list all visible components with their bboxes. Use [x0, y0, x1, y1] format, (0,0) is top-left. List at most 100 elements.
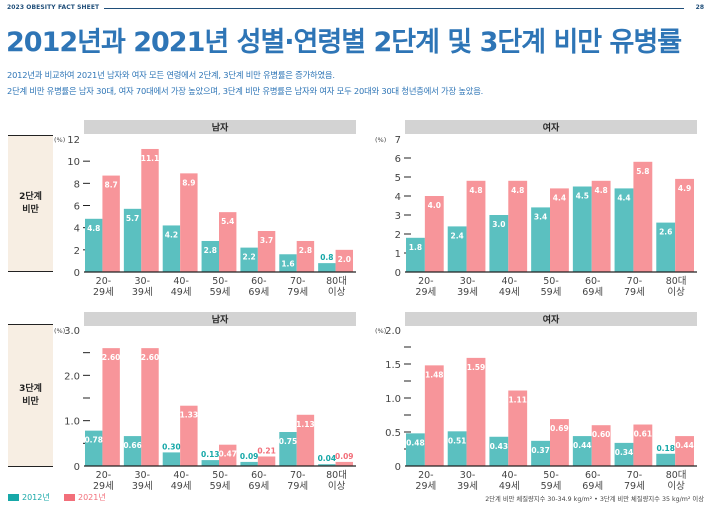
- data-label: 0.21: [257, 446, 276, 455]
- x-tick-label: 59세: [210, 481, 231, 492]
- legend-item-2021: 2021년: [64, 492, 106, 503]
- data-label: 0.66: [123, 441, 142, 450]
- x-tick-label: 60-: [251, 276, 267, 287]
- bar-2021: [219, 212, 237, 272]
- data-label: 0.44: [675, 441, 694, 450]
- data-label: 0.09: [240, 452, 259, 461]
- x-tick-label: 70-: [290, 276, 306, 287]
- data-label: 4.8: [469, 186, 482, 195]
- panel-title: 여자: [543, 122, 560, 134]
- y-tick-label: 3: [395, 211, 401, 222]
- page-number: 28: [695, 4, 704, 11]
- x-tick-label: 80대: [326, 470, 347, 481]
- bar-2021: [257, 230, 276, 272]
- y-tick-label: 10: [67, 157, 80, 168]
- data-label: 4.4: [617, 193, 630, 202]
- bar-2021: [633, 161, 653, 272]
- bar-2012: [531, 440, 550, 466]
- bar-2012: [406, 237, 425, 272]
- y-tick-label: 3.0: [64, 326, 80, 337]
- bar-2021: [257, 456, 276, 466]
- data-label: 3.7: [260, 236, 273, 245]
- y-tick-label: 12: [67, 135, 80, 146]
- data-label: 2.0: [338, 255, 351, 264]
- bar-2012: [531, 207, 550, 272]
- bar-2012: [240, 461, 258, 466]
- bar-2012: [240, 247, 258, 272]
- bar-2021: [102, 348, 120, 466]
- description-line-2: 2단계 비만 유병률은 남자 30대, 여자 70대에서 가장 높았으며, 3단…: [7, 86, 484, 96]
- x-tick-label: 이상: [667, 287, 685, 298]
- x-tick-label: 50-: [543, 470, 559, 481]
- x-tick-label: 49세: [499, 481, 520, 492]
- data-label: 1.6: [281, 259, 294, 268]
- data-label: 0.69: [550, 424, 569, 433]
- panel-header: [405, 312, 697, 326]
- y-tick-label: 0: [395, 268, 401, 279]
- data-label: 2.4: [450, 231, 463, 240]
- bar-2021: [296, 414, 315, 466]
- panel-title: 여자: [543, 314, 560, 326]
- bar-2021: [141, 148, 159, 272]
- data-label: 2.60: [141, 353, 160, 362]
- x-tick-label: 60-: [585, 470, 601, 481]
- y-tick-label: 2.0: [385, 326, 401, 337]
- panel-title: 남자: [212, 122, 229, 134]
- bar-2012: [406, 433, 425, 466]
- data-label: 0.34: [615, 448, 634, 457]
- x-tick-label: 39세: [132, 287, 153, 298]
- bar-2012: [201, 460, 219, 466]
- data-label: 4.5: [576, 192, 589, 201]
- bar-2021: [141, 348, 159, 466]
- x-tick-label: 59세: [210, 287, 231, 298]
- row-label-stage2: 2단계 비만: [8, 135, 53, 272]
- x-tick-label: 40-: [173, 470, 189, 481]
- x-tick-label: 이상: [667, 481, 685, 492]
- bar-2012: [162, 225, 181, 272]
- data-label: 8.7: [104, 181, 117, 190]
- x-tick-label: 79세: [624, 481, 645, 492]
- y-tick-label: 1.0: [385, 394, 401, 405]
- data-label: 0.18: [656, 444, 675, 453]
- bar-2021: [102, 175, 120, 272]
- x-tick-label: 80대: [666, 470, 687, 481]
- x-tick-label: 29세: [93, 481, 114, 492]
- row-label-stage3: 3단계 비만: [8, 324, 53, 467]
- bar-2021: [466, 180, 486, 272]
- bar-2021: [633, 424, 653, 466]
- y-tick-label: 1.5: [385, 360, 401, 371]
- bar-2012: [489, 436, 509, 466]
- data-label: 0.48: [406, 438, 425, 447]
- bar-2021: [180, 405, 198, 466]
- y-unit-label: (%): [375, 136, 386, 144]
- bar-2012: [123, 208, 142, 272]
- data-label: 4.9: [678, 184, 691, 193]
- panel-header: [405, 120, 697, 134]
- bar-2012: [447, 226, 467, 272]
- bar-2012: [318, 263, 336, 272]
- y-tick-label: 7: [395, 135, 401, 146]
- x-tick-label: 50-: [212, 470, 228, 481]
- x-tick-label: 30-: [135, 470, 151, 481]
- data-label: 0.37: [531, 446, 550, 455]
- bar-2021: [180, 173, 198, 272]
- data-label: 5.7: [126, 214, 139, 223]
- x-tick-label: 30-: [135, 276, 151, 287]
- bar-2012: [572, 436, 592, 466]
- x-tick-label: 50-: [543, 276, 559, 287]
- y-tick-label: 1: [395, 249, 401, 260]
- x-tick-label: 50-: [212, 276, 228, 287]
- x-tick-label: 20-: [418, 276, 434, 287]
- bar-2021: [219, 444, 237, 466]
- bar-2021: [508, 390, 528, 466]
- bar-2012: [85, 218, 103, 272]
- x-tick-label: 69세: [582, 481, 603, 492]
- bar-2021: [675, 436, 694, 466]
- data-label: 0.44: [573, 441, 592, 450]
- y-tick-label: 4: [74, 224, 80, 235]
- bar-2012: [279, 432, 297, 466]
- bar-2021: [508, 180, 528, 272]
- x-tick-label: 29세: [93, 287, 114, 298]
- data-label: 5.8: [636, 167, 649, 176]
- y-tick-label: 2.0: [64, 371, 80, 382]
